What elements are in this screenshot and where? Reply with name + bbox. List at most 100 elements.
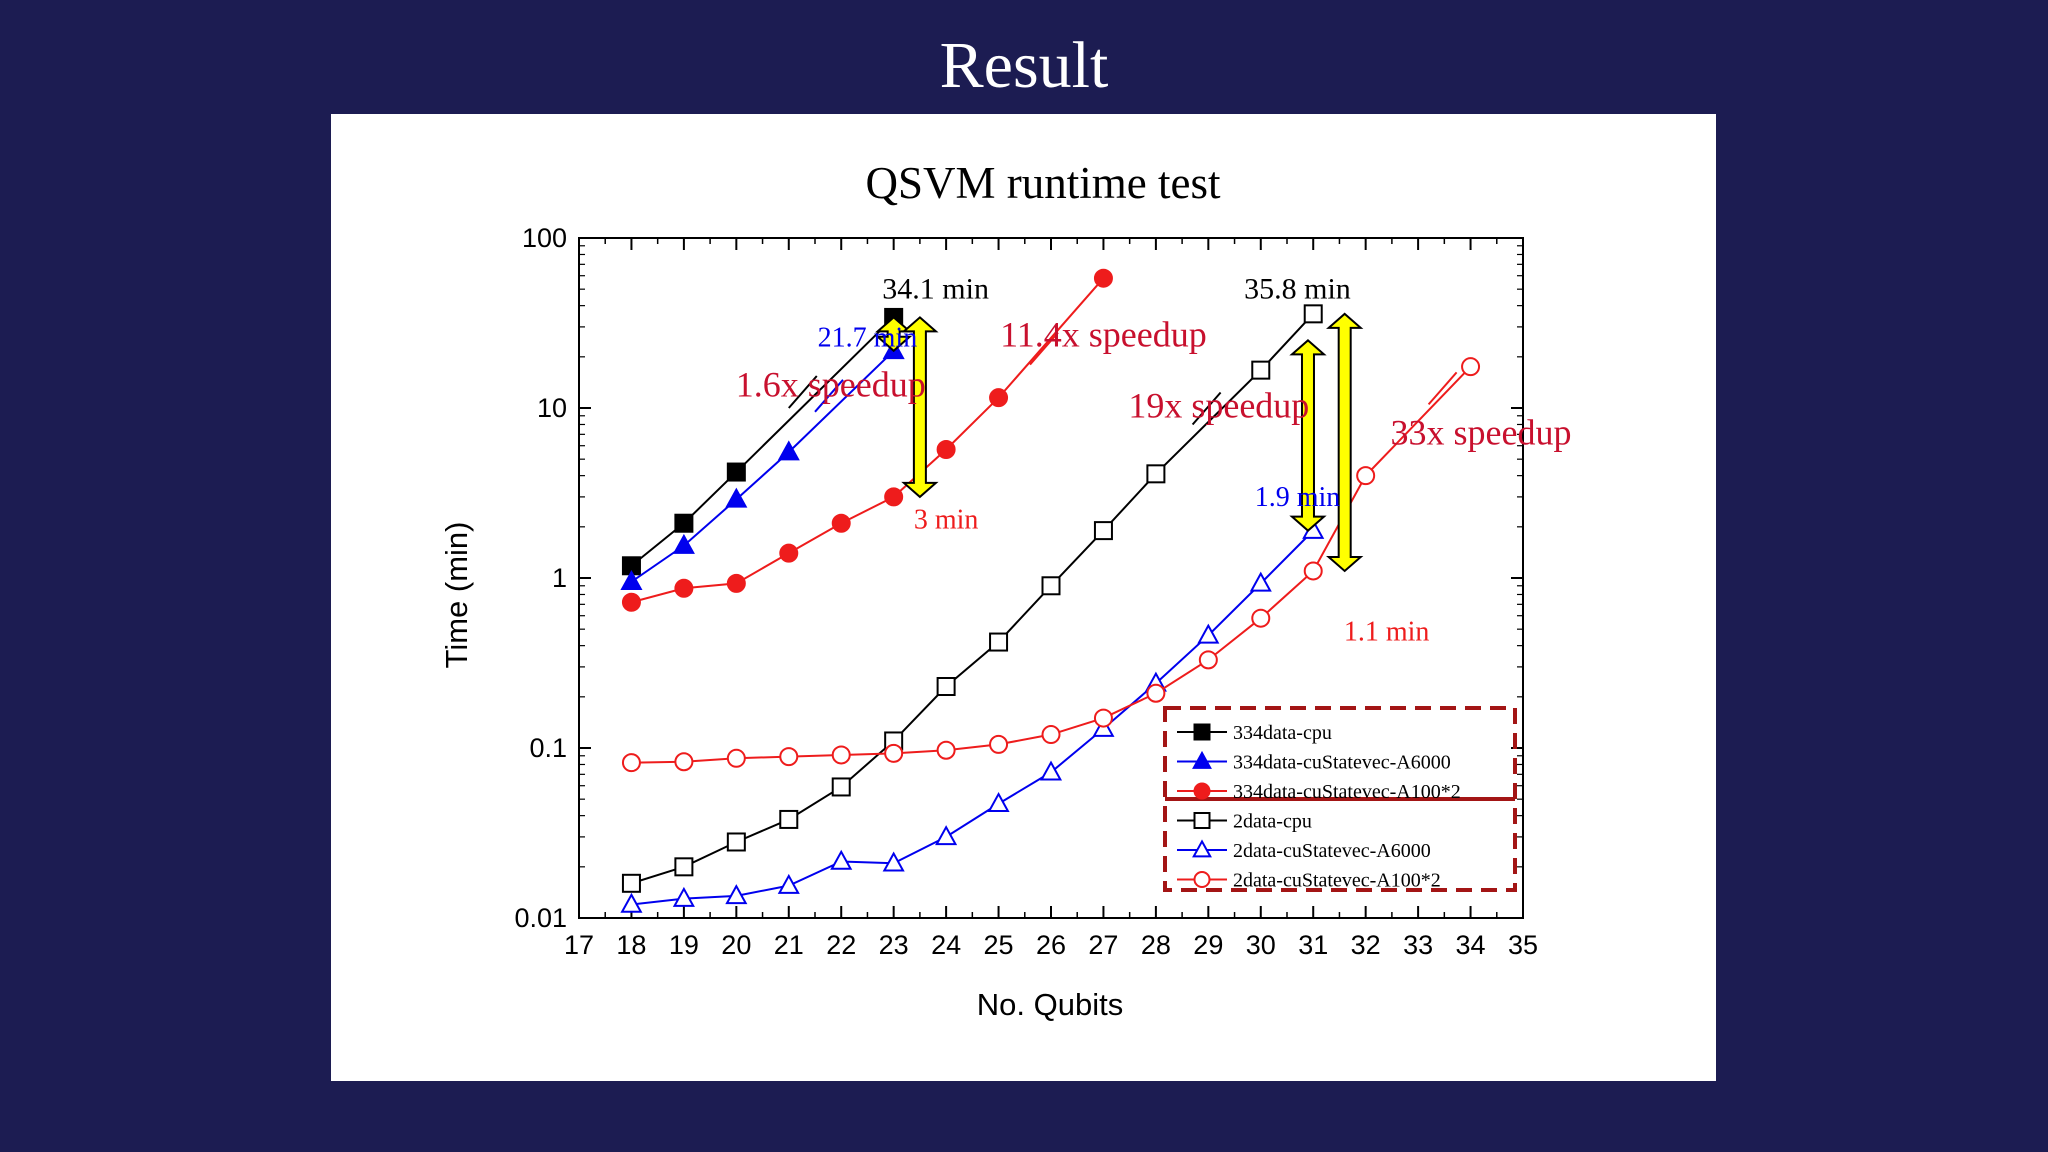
series-trend-tail <box>814 379 844 413</box>
series-line <box>630 316 895 567</box>
data-point <box>672 533 695 554</box>
x-tick-label: 35 <box>1508 930 1538 960</box>
data-point <box>1198 650 1218 670</box>
data-point <box>1303 561 1323 581</box>
data-point <box>1041 725 1061 745</box>
data-point <box>726 573 746 593</box>
data-point <box>777 440 800 461</box>
data-point <box>935 825 958 846</box>
legend-item: 334data-cuStatevec-A100*2 <box>1177 781 1461 803</box>
x-tick-label: 19 <box>669 930 699 960</box>
legend-label: 334data-cuStatevec-A6000 <box>1233 752 1451 774</box>
legend-item: 2data-cpu <box>1177 811 1312 833</box>
x-tick-label: 22 <box>826 930 856 960</box>
series-2data-cpu <box>621 304 1323 893</box>
data-point <box>674 578 694 598</box>
series-trend-tail <box>788 375 818 409</box>
x-tick-label: 20 <box>721 930 751 960</box>
data-point <box>1146 683 1166 703</box>
annotation-label: 1.1 min <box>1344 616 1430 647</box>
annotation-label: 33x speedup <box>1391 412 1572 452</box>
y-tick-label: 100 <box>522 223 567 253</box>
x-tick-label: 31 <box>1298 930 1328 960</box>
legend-marker <box>1193 871 1211 888</box>
annotation-label: 35.8 min <box>1244 273 1351 306</box>
data-point <box>726 748 746 768</box>
data-point <box>936 740 956 760</box>
data-point <box>674 513 694 533</box>
speedup-arrow <box>901 316 939 499</box>
data-point <box>1041 576 1061 596</box>
data-point <box>884 487 904 507</box>
data-point <box>987 791 1010 813</box>
data-point <box>1197 623 1220 644</box>
x-axis-label: No. Qubits <box>977 987 1123 1022</box>
data-point <box>1039 760 1063 781</box>
data-point <box>1251 608 1271 628</box>
legend-marker <box>1192 750 1212 769</box>
data-point <box>831 513 851 533</box>
x-tick-label: 25 <box>984 930 1014 960</box>
x-tick-label: 32 <box>1351 930 1381 960</box>
data-point <box>1251 360 1271 380</box>
chart-title: QSVM runtime test <box>866 158 1221 208</box>
data-point <box>726 832 746 852</box>
data-point <box>1093 268 1113 288</box>
x-tick-label: 21 <box>774 930 804 960</box>
x-tick-label: 18 <box>616 930 646 960</box>
x-tick-label: 23 <box>879 930 909 960</box>
speedup-arrow <box>1326 312 1364 573</box>
data-point <box>936 440 956 460</box>
legend-marker <box>1193 782 1211 800</box>
data-point <box>726 462 746 482</box>
data-point <box>830 849 853 870</box>
data-point <box>831 745 851 765</box>
annotation-label: 3 min <box>914 505 979 536</box>
legend-label: 334data-cpu <box>1233 722 1332 744</box>
chart-panel: QSVM runtime test 17 18 19 20 21 22 23 24 25 26 27… <box>331 114 1716 1081</box>
data-point <box>779 543 799 563</box>
series-334data-custatevec-a100-2 <box>621 268 1113 612</box>
x-tick-label: 28 <box>1141 930 1171 960</box>
annotation-label: 19x speedup <box>1128 385 1309 425</box>
data-point <box>831 777 851 797</box>
data-point <box>1461 357 1481 377</box>
series-trend-tail <box>1427 371 1458 406</box>
x-tick-label: 33 <box>1403 930 1433 960</box>
data-point <box>882 851 905 872</box>
x-tick-label: 29 <box>1193 930 1223 960</box>
data-point <box>779 809 799 829</box>
annotation-label: 21.7 min <box>818 323 918 354</box>
y-tick-label: 0.1 <box>529 733 567 763</box>
x-tick-label: 27 <box>1088 930 1118 960</box>
legend-item: 2data-cuStatevec-A100*2 <box>1177 870 1441 892</box>
data-point <box>1356 466 1376 486</box>
annotation-label: 1.6x speedup <box>736 364 926 404</box>
data-point <box>725 487 748 508</box>
data-point <box>989 388 1009 408</box>
data-point <box>1146 464 1166 484</box>
data-point <box>725 884 748 905</box>
series-trend-tail <box>1029 331 1059 366</box>
annotation-label: 1.9 min <box>1255 482 1341 513</box>
x-tick-label: 17 <box>564 930 594 960</box>
data-point <box>884 743 904 763</box>
data-point <box>777 873 800 894</box>
legend-item: 334data-cuStatevec-A6000 <box>1177 750 1451 774</box>
series-2data-custatevec-a100-2 <box>621 357 1481 773</box>
legend-item: 334data-cpu <box>1177 722 1332 744</box>
y-tick-label: 10 <box>537 393 567 423</box>
series-334data-custatevec-a6000 <box>620 339 905 591</box>
data-point <box>1303 304 1323 324</box>
y-tick-label: 1 <box>552 563 567 593</box>
legend-label: 2data-cuStatevec-A6000 <box>1233 840 1431 862</box>
y-tick-label: 0.01 <box>514 903 567 933</box>
data-point <box>620 892 643 913</box>
annotation-label: 11.4x speedup <box>1000 315 1207 355</box>
data-point <box>621 753 641 773</box>
qsvm-runtime-chart: QSVM runtime test 17 18 19 20 21 22 23 24 25 26 27… <box>439 158 1572 1022</box>
y-axis-label: Time (min) <box>439 522 474 669</box>
data-point <box>674 857 694 877</box>
speedup-arrow <box>1289 339 1327 532</box>
data-point <box>620 570 643 591</box>
